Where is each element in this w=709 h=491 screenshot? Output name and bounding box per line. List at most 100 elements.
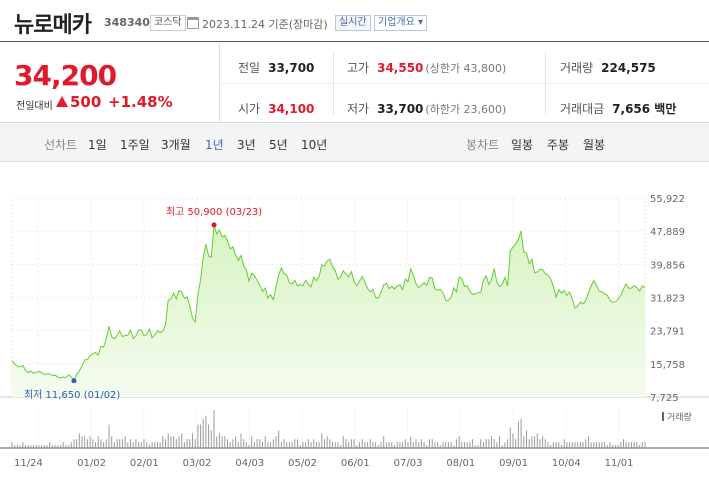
volume-bar — [625, 442, 627, 448]
volume-bar — [186, 439, 188, 448]
volume-bar — [35, 445, 37, 448]
volume-bar — [623, 439, 624, 448]
x-tick-label: 02/01 — [130, 458, 159, 469]
line-chart-label: 선차트 — [44, 138, 78, 152]
volume-bar — [418, 442, 420, 448]
volume-bar — [523, 436, 525, 448]
x-tick-label: 07/03 — [394, 458, 423, 469]
tab-1d[interactable]: 1일 — [88, 138, 107, 152]
volume-bar — [291, 442, 293, 448]
y-tick-label: 47,889 — [650, 227, 685, 238]
volume-bar — [620, 442, 622, 448]
volume-bar — [431, 439, 433, 448]
volume-bar — [509, 427, 511, 448]
volume-bar — [437, 442, 439, 448]
volume-bar — [388, 442, 390, 448]
volume-bar — [458, 436, 460, 448]
volume-bar — [480, 439, 482, 448]
y-axis-labels: 55,922 47,889 39,856 31,823 23,791 15,758 7,72… — [650, 194, 685, 404]
chart-tabs-bar: 선차트 1일 1주일 3개월 1년 3년 5년 10년 봉차트 일봉 주봉 월봉 — [0, 124, 709, 162]
tab-1w[interactable]: 1주일 — [120, 138, 150, 152]
x-tick-label: 10/04 — [552, 458, 581, 469]
volume-bar — [140, 442, 142, 448]
price-chart[interactable]: 55,922 47,889 39,856 31,823 23,791 15,758 7,72… — [0, 175, 709, 491]
volume-bar — [95, 442, 96, 448]
prev-close-label: 전일 — [238, 61, 261, 75]
volume-bar — [383, 436, 385, 448]
volume-bar — [639, 445, 641, 448]
high-label: 고가 — [347, 61, 370, 75]
volume-bar — [593, 442, 595, 448]
volume-bar — [469, 442, 471, 448]
volume-bar — [337, 442, 339, 448]
volume-bar — [14, 445, 16, 448]
volume-bar — [108, 424, 110, 448]
volume-bar — [439, 445, 441, 448]
tab-5y[interactable]: 5년 — [269, 138, 288, 152]
company-overview-dropdown[interactable]: 기업개요 ▾ — [374, 15, 427, 31]
y-tick-label: 23,791 — [650, 327, 685, 338]
volume-bar — [192, 433, 193, 448]
volume-bar — [577, 442, 579, 448]
volume-bar — [232, 439, 234, 448]
volume-bar — [391, 442, 393, 448]
volume-bar — [491, 436, 492, 448]
volume-bar — [350, 439, 352, 448]
x-tick-label: 01/02 — [77, 458, 106, 469]
x-axis-labels: 11/24 01/02 02/01 03/02 04/03 05/02 06/01 07/03… — [14, 458, 633, 469]
volume-bar — [237, 442, 239, 448]
volume-bar — [612, 445, 614, 448]
volume-bar — [445, 442, 447, 448]
tab-1y[interactable]: 1년 — [205, 138, 224, 152]
volume-bar — [218, 433, 220, 448]
stock-name: 뉴로메카 — [14, 13, 92, 38]
tab-weekly[interactable]: 주봉 — [547, 138, 570, 152]
volume-value: 224,575 — [601, 61, 656, 75]
realtime-button[interactable]: 실시간 — [335, 15, 371, 31]
volume-bar — [399, 442, 401, 448]
volume-label: 거래량 — [560, 61, 594, 75]
volume-bar — [377, 445, 379, 448]
high-label: 최고 50,900 (03/23) — [166, 206, 262, 218]
price-change-pct: +1.48% — [108, 93, 173, 111]
volume-bar — [62, 442, 64, 448]
volume-bar — [461, 442, 463, 448]
low-label: 최저 11,650 (01/02) — [24, 389, 120, 401]
volume-bar — [200, 424, 202, 448]
tab-3y[interactable]: 3년 — [237, 138, 256, 152]
volume-bar — [224, 436, 226, 448]
volume-bar — [472, 439, 474, 448]
tab-monthly[interactable]: 월봉 — [583, 138, 606, 152]
volume-bar — [73, 439, 75, 448]
volume-bar — [256, 439, 258, 448]
volume-bar — [294, 439, 296, 448]
tab-10y[interactable]: 10년 — [301, 138, 328, 152]
volume-bar — [138, 442, 140, 448]
tab-daily[interactable]: 일봉 — [511, 138, 534, 152]
volume-bar — [636, 442, 638, 448]
tab-3m[interactable]: 3개월 — [161, 138, 191, 152]
volume-bar — [485, 439, 487, 448]
volume-bar — [119, 439, 121, 448]
volume-bar — [550, 445, 552, 448]
volume-bar — [121, 439, 123, 448]
volume-bar — [170, 436, 172, 448]
candle-chart-label: 봉차트 — [466, 138, 500, 152]
volume-bar — [641, 442, 643, 448]
volume-bar — [194, 439, 196, 448]
x-tick-label: 08/01 — [446, 458, 475, 469]
volume-bar — [57, 445, 59, 448]
volume-bar — [528, 439, 530, 448]
volume-bar — [407, 442, 409, 448]
low-point — [71, 378, 77, 384]
volume-bar — [229, 442, 231, 448]
up-triangle-icon — [56, 96, 68, 107]
volume-bar — [302, 442, 304, 448]
volume-bar — [113, 442, 115, 448]
volume-bar — [11, 442, 13, 448]
volume-bar — [464, 442, 465, 448]
volume-bar — [415, 439, 417, 448]
volume-bar — [324, 439, 325, 448]
x-tick-label: 09/01 — [499, 458, 528, 469]
volume-bar — [25, 445, 26, 448]
